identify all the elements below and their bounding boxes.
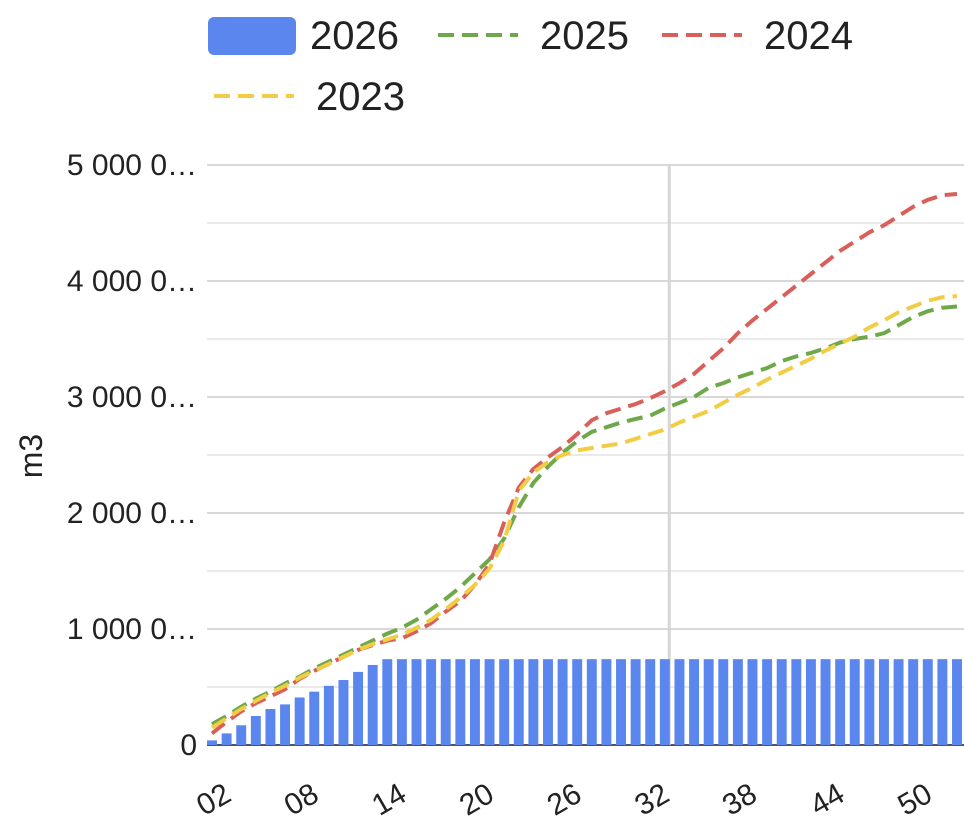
bar-2026[interactable] <box>265 709 276 745</box>
bar-2026[interactable] <box>820 659 831 745</box>
x-tick-label: 08 <box>279 777 324 822</box>
line-series-group <box>210 192 958 735</box>
y-tick-label: 1 000 0… <box>67 613 197 646</box>
legend-label: 2023 <box>316 75 405 119</box>
bar-2026[interactable] <box>922 659 933 745</box>
bar-2026[interactable] <box>294 697 305 745</box>
bar-series-group <box>207 659 962 745</box>
bar-2026[interactable] <box>236 725 247 745</box>
bar-2026[interactable] <box>280 704 291 745</box>
bar-2026[interactable] <box>674 659 685 745</box>
bar-2026[interactable] <box>499 659 510 745</box>
bar-2026[interactable] <box>937 659 948 745</box>
bar-2026[interactable] <box>893 659 904 745</box>
bar-2026[interactable] <box>528 659 539 745</box>
bar-2026[interactable] <box>367 664 378 745</box>
bar-2026[interactable] <box>323 685 334 745</box>
bar-2026[interactable] <box>645 659 656 745</box>
bar-2026[interactable] <box>309 691 320 745</box>
bar-2026[interactable] <box>543 659 553 745</box>
bar-2026[interactable] <box>659 659 670 745</box>
bar-2026[interactable] <box>572 659 583 745</box>
bar-2026[interactable] <box>805 659 816 745</box>
x-tick-label: 02 <box>191 777 236 822</box>
legend-swatch-bar <box>208 17 296 55</box>
bar-2026[interactable] <box>791 659 802 745</box>
chart-gridlines <box>207 164 964 746</box>
line-series-2024[interactable] <box>210 192 958 735</box>
bar-2026[interactable] <box>411 659 422 745</box>
y-tick-label: 0 <box>180 729 197 762</box>
y-tick-label: 2 000 0… <box>67 497 197 530</box>
y-axis-ticks: 0 1 000 0… 2 000 0… 3 000 0… 4 000 0… 5 000 0… <box>67 149 197 762</box>
legend-item-2025[interactable]: 2025 <box>438 14 629 58</box>
x-axis-ticks: 02 08 14 20 26 32 38 44 50 <box>191 777 938 822</box>
bar-2026[interactable] <box>703 659 714 745</box>
bar-2026[interactable] <box>747 659 758 745</box>
y-axis-title: m3 <box>13 434 49 478</box>
bar-2026[interactable] <box>455 659 466 745</box>
bar-2026[interactable] <box>469 659 480 745</box>
legend-label: 2026 <box>310 14 399 58</box>
bar-2026[interactable] <box>382 659 393 745</box>
chart-legend: 2026 2025 2024 2023 <box>208 14 853 119</box>
bar-2026[interactable] <box>908 659 919 745</box>
legend-item-2026[interactable]: 2026 <box>208 14 399 58</box>
x-tick-label: 20 <box>454 777 499 822</box>
x-tick-label: 50 <box>892 777 937 822</box>
bar-2026[interactable] <box>616 659 626 745</box>
y-tick-label: 5 000 0… <box>67 149 197 182</box>
bar-2026[interactable] <box>586 659 597 745</box>
bar-2026[interactable] <box>338 680 349 745</box>
bar-2026[interactable] <box>396 659 407 745</box>
bar-2026[interactable] <box>221 733 232 745</box>
bar-2026[interactable] <box>835 659 846 745</box>
bar-2026[interactable] <box>557 659 568 745</box>
bar-2026[interactable] <box>630 659 641 745</box>
legend-label: 2024 <box>764 14 853 58</box>
bar-2026[interactable] <box>878 659 889 745</box>
bar-2026[interactable] <box>353 671 364 745</box>
x-tick-label: 26 <box>542 777 587 822</box>
legend-item-2023[interactable]: 2023 <box>214 75 405 119</box>
bar-2026[interactable] <box>762 659 773 745</box>
bar-2026[interactable] <box>513 659 524 745</box>
x-tick-label: 38 <box>717 777 762 822</box>
bar-2026[interactable] <box>718 659 729 745</box>
x-tick-label: 14 <box>366 777 411 822</box>
bar-2026[interactable] <box>849 659 860 745</box>
x-tick-label: 32 <box>629 777 674 822</box>
bar-2026[interactable] <box>952 659 962 745</box>
bar-2026[interactable] <box>484 659 495 745</box>
legend-item-2024[interactable]: 2024 <box>662 14 853 58</box>
line-series-2023[interactable] <box>210 294 958 730</box>
legend-label: 2025 <box>540 14 629 58</box>
bar-2026[interactable] <box>426 659 437 745</box>
y-tick-label: 4 000 0… <box>67 265 197 298</box>
bar-2026[interactable] <box>732 659 743 745</box>
bar-2026[interactable] <box>864 659 875 745</box>
bar-2026[interactable] <box>776 659 787 745</box>
y-tick-label: 3 000 0… <box>67 381 197 414</box>
bar-2026[interactable] <box>689 659 700 745</box>
bar-2026[interactable] <box>250 716 261 745</box>
bar-2026[interactable] <box>207 740 217 745</box>
bar-2026[interactable] <box>601 659 612 745</box>
x-tick-label: 44 <box>805 777 850 822</box>
bar-2026[interactable] <box>440 659 451 745</box>
line-series-2025[interactable] <box>211 304 958 726</box>
